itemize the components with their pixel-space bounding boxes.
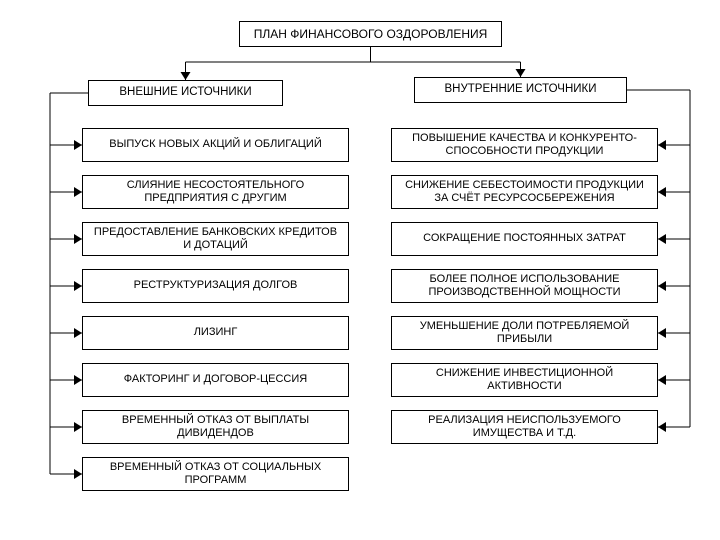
right-item-label: РЕАЛИЗАЦИЯ НЕИСПОЛЬЗУЕМОГО ИМУЩЕСТВА И Т… (398, 414, 651, 440)
left-item: ПРЕДОСТАВЛЕНИЕ БАНКОВСКИХ КРЕДИТОВ И ДОТ… (82, 222, 349, 256)
left-item-label: ФАКТОРИНГ И ДОГОВОР-ЦЕССИЯ (124, 373, 307, 386)
left-item-label: ВЫПУСК НОВЫХ АКЦИЙ И ОБЛИГАЦИЙ (109, 138, 321, 151)
left-item: СЛИЯНИЕ НЕСОСТОЯТЕЛЬНОГО ПРЕДПРИЯТИЯ С Д… (82, 175, 349, 209)
right-item: ПОВЫШЕНИЕ КАЧЕСТВА И КОНКУРЕНТО-СПОСОБНО… (391, 128, 658, 162)
left-item: РЕСТРУКТУРИЗАЦИЯ ДОЛГОВ (82, 269, 349, 303)
left-item-label: ПРЕДОСТАВЛЕНИЕ БАНКОВСКИХ КРЕДИТОВ И ДОТ… (89, 226, 342, 252)
right-item-label: СНИЖЕНИЕ ИНВЕСТИЦИОННОЙ АКТИВНОСТИ (398, 367, 651, 393)
left-item-label: ВРЕМЕННЫЙ ОТКАЗ ОТ СОЦИАЛЬНЫХ ПРОГРАММ (89, 461, 342, 487)
right-item: СОКРАЩЕНИЕ ПОСТОЯННЫХ ЗАТРАТ (391, 222, 658, 256)
left-header-box: ВНЕШНИЕ ИСТОЧНИКИ (88, 80, 283, 106)
left-item-label: РЕСТРУКТУРИЗАЦИЯ ДОЛГОВ (134, 279, 298, 292)
left-item-label: ЛИЗИНГ (194, 326, 238, 339)
left-item-label: ВРЕМЕННЫЙ ОТКАЗ ОТ ВЫПЛАТЫ ДИВИДЕНДОВ (89, 414, 342, 440)
left-item: ВЫПУСК НОВЫХ АКЦИЙ И ОБЛИГАЦИЙ (82, 128, 349, 162)
right-item: СНИЖЕНИЕ СЕБЕСТОИМОСТИ ПРОДУКЦИИ ЗА СЧЁТ… (391, 175, 658, 209)
left-item: ВРЕМЕННЫЙ ОТКАЗ ОТ СОЦИАЛЬНЫХ ПРОГРАММ (82, 457, 349, 491)
left-item: ЛИЗИНГ (82, 316, 349, 350)
left-item-label: СЛИЯНИЕ НЕСОСТОЯТЕЛЬНОГО ПРЕДПРИЯТИЯ С Д… (89, 179, 342, 205)
right-header-box: ВНУТРЕННИЕ ИСТОЧНИКИ (414, 77, 627, 103)
left-header-text: ВНЕШНИЕ ИСТОЧНИКИ (119, 86, 251, 100)
title-text: ПЛАН ФИНАНСОВОГО ОЗДОРОВЛЕНИЯ (254, 27, 488, 41)
title-box: ПЛАН ФИНАНСОВОГО ОЗДОРОВЛЕНИЯ (239, 21, 502, 47)
left-item: ВРЕМЕННЫЙ ОТКАЗ ОТ ВЫПЛАТЫ ДИВИДЕНДОВ (82, 410, 349, 444)
right-item: СНИЖЕНИЕ ИНВЕСТИЦИОННОЙ АКТИВНОСТИ (391, 363, 658, 397)
right-item-label: БОЛЕЕ ПОЛНОЕ ИСПОЛЬЗОВАНИЕ ПРОИЗВОДСТВЕН… (398, 273, 651, 299)
right-item-label: СНИЖЕНИЕ СЕБЕСТОИМОСТИ ПРОДУКЦИИ ЗА СЧЁТ… (398, 179, 651, 205)
left-item: ФАКТОРИНГ И ДОГОВОР-ЦЕССИЯ (82, 363, 349, 397)
right-item-label: ПОВЫШЕНИЕ КАЧЕСТВА И КОНКУРЕНТО-СПОСОБНО… (398, 132, 651, 158)
right-item-label: УМЕНЬШЕНИЕ ДОЛИ ПОТРЕБЛЯЕМОЙ ПРИБЫЛИ (398, 320, 651, 346)
right-item: УМЕНЬШЕНИЕ ДОЛИ ПОТРЕБЛЯЕМОЙ ПРИБЫЛИ (391, 316, 658, 350)
right-item: БОЛЕЕ ПОЛНОЕ ИСПОЛЬЗОВАНИЕ ПРОИЗВОДСТВЕН… (391, 269, 658, 303)
right-item: РЕАЛИЗАЦИЯ НЕИСПОЛЬЗУЕМОГО ИМУЩЕСТВА И Т… (391, 410, 658, 444)
right-item-label: СОКРАЩЕНИЕ ПОСТОЯННЫХ ЗАТРАТ (423, 232, 626, 245)
right-header-text: ВНУТРЕННИЕ ИСТОЧНИКИ (445, 83, 597, 97)
